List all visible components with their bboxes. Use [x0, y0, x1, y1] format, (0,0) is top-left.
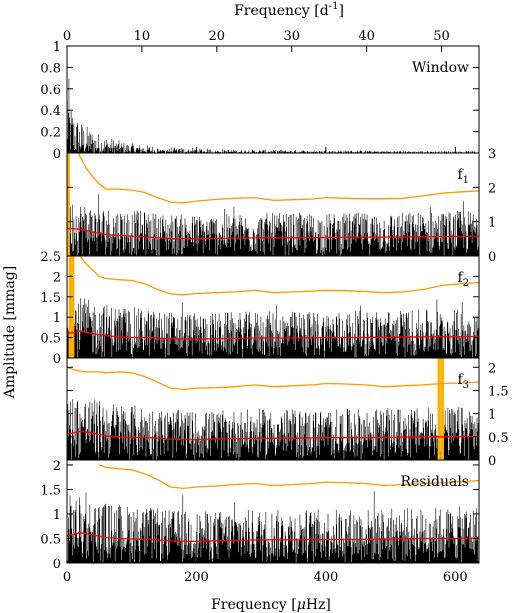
ytick-label-f2-1: 0.5	[40, 332, 61, 347]
top-tick-label-2: 20	[209, 29, 226, 44]
panel-label-main: f	[457, 167, 464, 183]
bottom-tick-label-0: 0	[63, 570, 71, 585]
extracted-peak-f3-2	[440, 358, 444, 460]
ytick-label-f2-5: 2.5	[40, 250, 61, 265]
panel-label-main: Window	[412, 60, 469, 76]
ytick-label-f3-3: 1.5	[488, 384, 509, 399]
panel-residuals: 0 0.5 1 1.5 2 Residuals	[40, 459, 480, 572]
ytick-label-f3-2: 1	[488, 408, 496, 423]
ytick-label-f2-4: 2	[53, 270, 61, 285]
panel-label-main: Residuals	[401, 474, 469, 490]
ytick-label-f1-1: 1	[488, 216, 496, 231]
ytick-label-f1-3: 3	[488, 147, 496, 162]
panel-f2-spectrum	[67, 298, 479, 358]
panel-f1-threshold-line	[77, 153, 479, 204]
ytick-label-window-3: 0.6	[40, 83, 61, 98]
ytick-label-f2-2: 1	[53, 311, 61, 326]
panel-f3-spectrum	[67, 399, 479, 460]
top-tick-label-1: 10	[134, 29, 151, 44]
ytick-label-f3-0: 0	[488, 454, 496, 469]
y-axis-label: Amplitude [mmag]	[2, 266, 18, 399]
svg-text:Frequency [d-1]: Frequency [d-1]	[234, 1, 344, 19]
ytick-label-f2-0: 0	[53, 352, 61, 367]
ytick-label-f3-4: 2	[488, 361, 496, 376]
extracted-peak-f2-2	[71, 256, 75, 358]
panel-f2-noise-line	[67, 330, 479, 340]
extracted-peak-f1-1	[67, 153, 70, 256]
panel-f2-threshold-line	[79, 256, 479, 296]
ytick-label-residuals-4: 2	[53, 459, 61, 474]
panel-f3: 0 0.5 1 1.5 2 f3	[66, 357, 509, 469]
top-axis-label: Frequency [d-1]	[234, 1, 344, 19]
ytick-label-f1-2: 2	[488, 181, 496, 196]
panel-residuals-spectrum	[67, 491, 479, 563]
panel-label-sub: 2	[463, 278, 469, 289]
bottom-axis-label: Frequency [μHz]	[211, 597, 331, 613]
ytick-label-f3-1: 0.5	[488, 431, 509, 446]
ytick-label-window-5: 1	[53, 40, 61, 55]
panel-f3-noise-line	[67, 430, 479, 441]
panel-residuals-noise-line	[67, 531, 479, 543]
ytick-label-residuals-1: 0.5	[40, 532, 61, 547]
top-axis-label-sup: -1	[329, 1, 339, 12]
top-axis-label-suffix: ]	[338, 3, 343, 19]
bottom-tick-label-3: 600	[443, 570, 468, 585]
top-tick-label-4: 40	[358, 29, 375, 44]
ytick-label-f1-0: 0	[488, 250, 496, 265]
panel-label-sub: 3	[463, 380, 469, 391]
svg-text:Frequency [μHz]: Frequency [μHz]	[211, 597, 331, 613]
extracted-peak-f2-1	[68, 256, 72, 358]
top-tick-label-0: 0	[63, 29, 71, 44]
bottom-tick-label-1: 200	[184, 570, 209, 585]
top-axis-label-prefix: Frequency [d	[234, 3, 329, 19]
ytick-label-residuals-3: 1.5	[40, 483, 61, 498]
panel-label-f1: f1	[457, 167, 469, 186]
ytick-label-residuals-0: 0	[53, 557, 61, 572]
panel-f2: 00.511.522.5f2	[40, 250, 480, 367]
panel-label-window: Window	[412, 60, 469, 76]
bottom-axis-label-mu: μ	[297, 597, 306, 613]
ytick-label-residuals-2: 1	[53, 508, 61, 523]
panel-label-main: f	[457, 270, 464, 286]
bottom-axis-ticks: 0 200 400 600	[63, 147, 468, 585]
panel-label-f3: f3	[457, 372, 469, 391]
top-tick-label-3: 30	[283, 29, 300, 44]
panels: 00.20.40.60.81Window0123f100.511.522.5f2…	[40, 40, 508, 572]
ytick-label-window-4: 0.8	[40, 61, 61, 76]
top-axis-ticks: 0 10 20 30 40 50	[63, 29, 450, 52]
panel-residuals-threshold-line	[99, 464, 479, 490]
bottom-tick-label-2: 400	[313, 570, 338, 585]
panel-window-spectrum	[67, 78, 479, 153]
bottom-axis-label-prefix: Frequency [	[211, 597, 297, 613]
panel-f3-plot-area	[67, 358, 479, 460]
ytick-label-window-0: 0	[53, 147, 61, 162]
panel-label-f2: f2	[457, 270, 469, 289]
top-tick-label-5: 50	[433, 29, 450, 44]
panel-label-main: f	[457, 372, 464, 388]
panel-residuals-frame	[66, 459, 480, 564]
panel-f1-noise-line	[67, 227, 479, 240]
panel-window-plot-area	[67, 78, 479, 153]
extracted-peak-f3-1	[437, 358, 441, 460]
panel-label-residuals: Residuals	[401, 474, 469, 490]
panel-window: 0 0.2 0.4 0.6 0.8 1 Window	[40, 40, 480, 162]
bottom-axis-label-suffix: Hz]	[306, 597, 331, 613]
panel-f3-threshold-line	[67, 366, 479, 391]
ytick-label-window-1: 0.2	[40, 126, 61, 141]
panel-f1-spectrum	[67, 194, 479, 256]
panel-label-sub: 1	[463, 175, 469, 186]
ytick-label-f2-3: 1.5	[40, 291, 61, 306]
ytick-label-window-2: 0.4	[40, 104, 61, 119]
